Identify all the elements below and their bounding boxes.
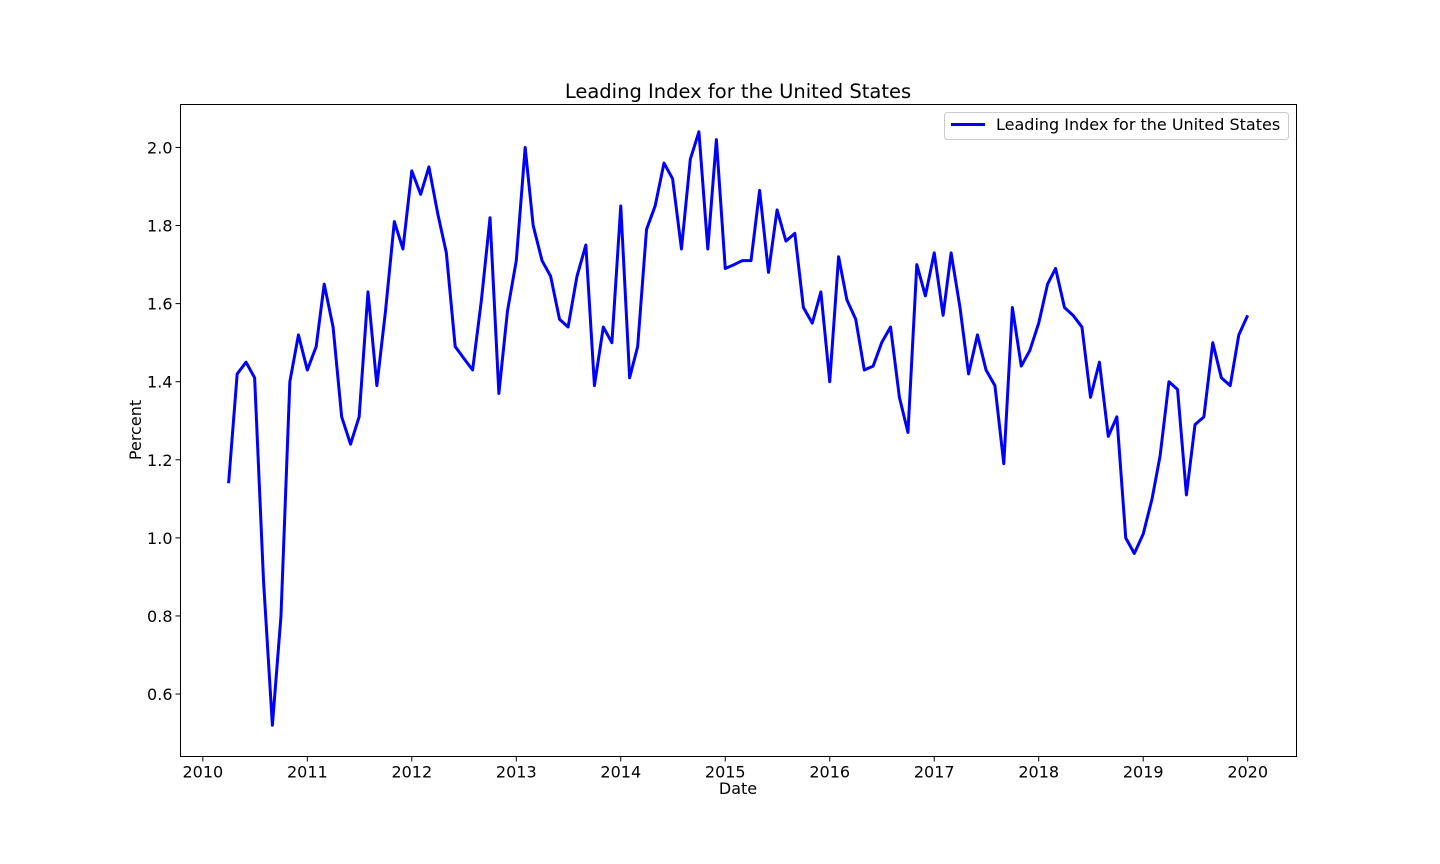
x-axis-title: Date — [719, 779, 757, 798]
series-line-leading-index — [227, 130, 1250, 727]
y-tick-label: 2.0 — [147, 138, 172, 157]
x-tick-label: 2020 — [1227, 763, 1268, 782]
y-axis: 0.6 0.8 1.0 1.2 1.4 1.6 1.8 2.0 — [147, 138, 181, 704]
plot-frame — [180, 104, 1297, 757]
legend-box — [944, 112, 1289, 140]
x-tick-label: 2015 — [705, 763, 746, 782]
chart-title: Leading Index for the United States — [565, 80, 911, 103]
x-tick-label: 2014 — [600, 763, 641, 782]
x-tick-label: 2011 — [287, 763, 328, 782]
y-tick-label: 1.2 — [147, 451, 172, 470]
y-tick-label: 1.8 — [147, 217, 172, 236]
y-tick-label: 1.4 — [147, 373, 172, 392]
y-tick-label: 1.0 — [147, 529, 172, 548]
y-axis-title: Percent — [126, 400, 145, 460]
x-tick-label: 2013 — [496, 763, 537, 782]
x-tick-label: 2010 — [182, 763, 223, 782]
x-tick-label: 2019 — [1123, 763, 1164, 782]
y-tick-label: 0.6 — [147, 685, 172, 704]
x-axis: 2010 2011 2012 2013 2014 2015 2016 2017 2018 2019… — [182, 756, 1268, 782]
legend-label: Leading Index for the United States — [996, 115, 1280, 134]
legend: Leading Index for the United States — [944, 112, 1289, 140]
x-tick-label: 2016 — [809, 763, 850, 782]
x-tick-label: 2018 — [1018, 763, 1059, 782]
x-tick-label: 2017 — [914, 763, 955, 782]
y-tick-label: 1.6 — [147, 295, 172, 314]
y-tick-label: 0.8 — [147, 607, 172, 626]
x-tick-label: 2012 — [391, 763, 432, 782]
